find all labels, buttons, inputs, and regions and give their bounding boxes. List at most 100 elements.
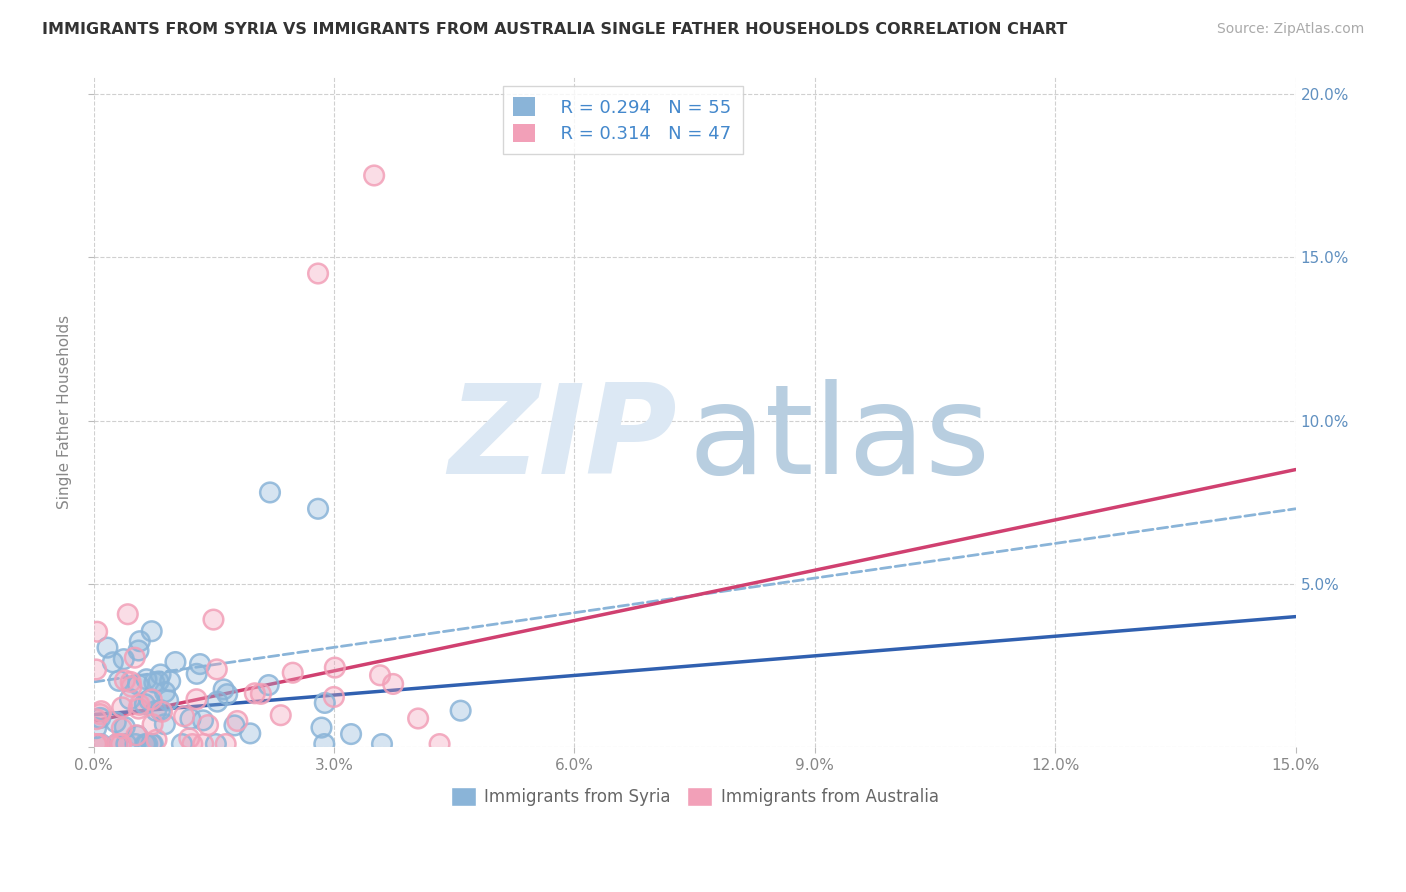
- Point: [148, 674, 170, 689]
- Point: [165, 655, 187, 669]
- Point: [89, 711, 111, 725]
- Point: [191, 714, 214, 728]
- Point: [406, 711, 429, 725]
- Point: [125, 728, 148, 742]
- Point: [128, 634, 150, 648]
- Point: [150, 705, 173, 719]
- Point: [142, 717, 165, 731]
- Point: [153, 717, 176, 731]
- Point: [114, 720, 136, 734]
- Point: [250, 687, 273, 701]
- Point: [322, 690, 344, 704]
- Point: [270, 708, 292, 723]
- Point: [186, 692, 208, 706]
- Point: [239, 726, 262, 740]
- Point: [145, 704, 167, 718]
- Point: [101, 655, 124, 669]
- Point: [340, 727, 363, 741]
- Point: [120, 680, 142, 694]
- Point: [179, 712, 201, 726]
- Point: [186, 692, 208, 706]
- Point: [141, 624, 163, 639]
- Point: [114, 720, 136, 734]
- Point: [111, 722, 134, 736]
- Point: [257, 678, 280, 692]
- Point: [205, 737, 228, 751]
- Point: [226, 714, 249, 728]
- Point: [257, 678, 280, 692]
- Point: [170, 737, 193, 751]
- Point: [86, 737, 108, 751]
- Point: [145, 704, 167, 718]
- Point: [89, 707, 111, 722]
- Point: [143, 675, 166, 690]
- Point: [173, 709, 195, 723]
- Point: [124, 737, 146, 751]
- Point: [450, 704, 472, 718]
- Point: [191, 714, 214, 728]
- Point: [128, 701, 150, 715]
- Point: [128, 698, 150, 712]
- Point: [281, 665, 304, 680]
- Point: [368, 668, 391, 682]
- Point: [90, 704, 112, 718]
- Point: [363, 169, 385, 183]
- Point: [142, 737, 165, 751]
- Point: [86, 624, 108, 639]
- Point: [150, 705, 173, 719]
- Point: [243, 686, 266, 700]
- Point: [128, 701, 150, 715]
- Point: [340, 727, 363, 741]
- Point: [323, 660, 346, 674]
- Point: [224, 718, 246, 732]
- Point: [84, 712, 107, 726]
- Point: [149, 703, 172, 717]
- Point: [259, 485, 281, 500]
- Point: [371, 737, 394, 751]
- Point: [110, 737, 132, 751]
- Point: [142, 717, 165, 731]
- Point: [104, 715, 127, 730]
- Point: [159, 674, 181, 689]
- Text: atlas: atlas: [689, 379, 991, 500]
- Point: [153, 685, 176, 699]
- Point: [127, 678, 149, 692]
- Point: [125, 728, 148, 742]
- Point: [114, 673, 136, 688]
- Point: [215, 737, 238, 751]
- Point: [205, 662, 228, 676]
- Point: [115, 737, 138, 751]
- Point: [128, 698, 150, 712]
- Y-axis label: Single Father Households: Single Father Households: [58, 316, 72, 509]
- Point: [105, 737, 128, 751]
- Point: [104, 715, 127, 730]
- Point: [157, 693, 180, 707]
- Point: [135, 673, 157, 687]
- Point: [239, 726, 262, 740]
- Point: [217, 687, 239, 701]
- Point: [159, 674, 181, 689]
- Point: [173, 709, 195, 723]
- Point: [311, 721, 333, 735]
- Point: [84, 737, 107, 751]
- Point: [181, 737, 204, 751]
- Point: [89, 707, 111, 722]
- Point: [108, 673, 131, 688]
- Point: [120, 675, 142, 690]
- Point: [207, 695, 229, 709]
- Point: [89, 737, 111, 751]
- Point: [114, 673, 136, 688]
- Point: [115, 737, 138, 751]
- Point: [193, 737, 215, 751]
- Point: [270, 708, 292, 723]
- Point: [141, 692, 163, 706]
- Point: [89, 737, 111, 751]
- Point: [108, 673, 131, 688]
- Point: [148, 674, 170, 689]
- Point: [124, 737, 146, 751]
- Point: [136, 737, 159, 751]
- Point: [84, 721, 107, 735]
- Point: [111, 700, 134, 714]
- Text: ZIP: ZIP: [449, 379, 676, 500]
- Point: [86, 624, 108, 639]
